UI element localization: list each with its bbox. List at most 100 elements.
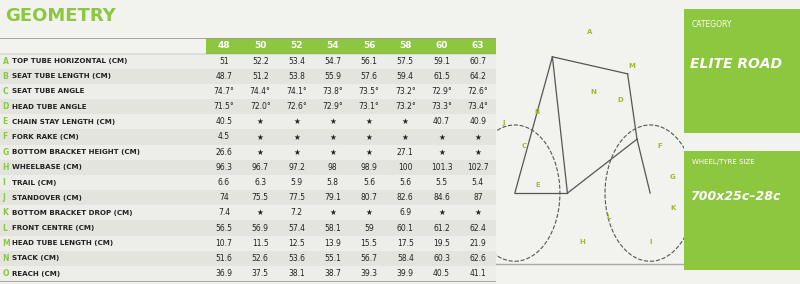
FancyBboxPatch shape (0, 190, 496, 205)
Text: CHAIN STAY LENGTH (CM): CHAIN STAY LENGTH (CM) (12, 119, 115, 125)
FancyBboxPatch shape (0, 114, 496, 130)
Text: 73.2°: 73.2° (395, 87, 416, 96)
Text: G: G (670, 174, 675, 180)
Text: 55.9: 55.9 (324, 72, 342, 81)
Text: 55.1: 55.1 (324, 254, 342, 263)
Text: 7.2: 7.2 (290, 208, 302, 217)
Text: D: D (2, 102, 9, 111)
Text: 5.5: 5.5 (435, 178, 448, 187)
Text: H: H (2, 163, 9, 172)
Text: ★: ★ (474, 208, 482, 217)
FancyBboxPatch shape (206, 38, 496, 53)
Text: FRONT CENTRE (CM): FRONT CENTRE (CM) (12, 225, 94, 231)
Text: I: I (649, 239, 651, 245)
Text: 5.6: 5.6 (363, 178, 375, 187)
Text: ★: ★ (293, 148, 300, 157)
Text: H: H (580, 239, 586, 245)
Text: J: J (502, 120, 505, 126)
Text: 72.6°: 72.6° (286, 102, 307, 111)
Text: TOP TUBE HORIZONTAL (CM): TOP TUBE HORIZONTAL (CM) (12, 58, 127, 64)
Text: ★: ★ (438, 148, 445, 157)
Text: 48.7: 48.7 (215, 72, 233, 81)
Text: 53.4: 53.4 (288, 57, 305, 66)
Text: ★: ★ (257, 148, 264, 157)
Text: ★: ★ (330, 132, 336, 141)
Text: 56.9: 56.9 (252, 224, 269, 233)
FancyBboxPatch shape (0, 205, 496, 220)
Text: 27.1: 27.1 (397, 148, 414, 157)
Text: B: B (2, 72, 8, 81)
Text: 59.1: 59.1 (433, 57, 450, 66)
Text: BOTTOM BRACKET HEIGHT (CM): BOTTOM BRACKET HEIGHT (CM) (12, 149, 140, 155)
Text: ★: ★ (293, 117, 300, 126)
Text: 52.6: 52.6 (252, 254, 269, 263)
Text: 48: 48 (218, 41, 230, 51)
Text: 73.1°: 73.1° (358, 102, 379, 111)
Text: 79.1: 79.1 (324, 193, 342, 202)
Text: 57.4: 57.4 (288, 224, 305, 233)
FancyBboxPatch shape (0, 145, 496, 160)
FancyBboxPatch shape (0, 251, 496, 266)
Text: 73.3°: 73.3° (431, 102, 452, 111)
Text: 51.2: 51.2 (252, 72, 269, 81)
Text: HEAD TUBE ANGLE: HEAD TUBE ANGLE (12, 104, 86, 110)
Text: 6.3: 6.3 (254, 178, 266, 187)
Text: STACK (CM): STACK (CM) (12, 255, 59, 261)
Text: ★: ★ (330, 208, 336, 217)
Text: F: F (2, 132, 8, 141)
FancyBboxPatch shape (0, 236, 496, 251)
Text: 39.9: 39.9 (397, 269, 414, 278)
Text: 56.7: 56.7 (361, 254, 378, 263)
Text: K: K (2, 208, 8, 217)
Text: ★: ★ (293, 132, 300, 141)
FancyBboxPatch shape (0, 69, 496, 84)
Text: ★: ★ (474, 148, 482, 157)
Text: 17.5: 17.5 (397, 239, 414, 248)
FancyBboxPatch shape (0, 266, 496, 281)
Text: ★: ★ (474, 132, 482, 141)
FancyBboxPatch shape (0, 160, 496, 175)
Text: 74.4°: 74.4° (250, 87, 270, 96)
Text: B: B (534, 108, 540, 115)
Text: 60.3: 60.3 (433, 254, 450, 263)
Text: I: I (2, 178, 6, 187)
Text: C: C (2, 87, 8, 96)
Text: F: F (657, 143, 662, 149)
Text: 19.5: 19.5 (433, 239, 450, 248)
Text: ★: ★ (402, 117, 409, 126)
FancyBboxPatch shape (0, 84, 496, 99)
Text: 5.9: 5.9 (290, 178, 302, 187)
Text: K: K (670, 205, 675, 211)
Text: 40.5: 40.5 (433, 269, 450, 278)
Text: 62.6: 62.6 (470, 254, 486, 263)
Text: N: N (591, 89, 597, 95)
Text: ★: ★ (402, 132, 409, 141)
Text: 5.4: 5.4 (472, 178, 484, 187)
Text: 56.5: 56.5 (215, 224, 233, 233)
Text: G: G (2, 148, 9, 157)
Text: 102.7: 102.7 (467, 163, 489, 172)
Text: 15.5: 15.5 (361, 239, 378, 248)
Text: 56: 56 (363, 41, 375, 51)
Text: CATEGORY: CATEGORY (692, 20, 733, 29)
Text: 41.1: 41.1 (470, 269, 486, 278)
FancyBboxPatch shape (684, 9, 800, 133)
Text: 72.9°: 72.9° (431, 87, 452, 96)
Text: SEAT TUBE LENGTH (CM): SEAT TUBE LENGTH (CM) (12, 73, 111, 79)
Text: 56.1: 56.1 (361, 57, 378, 66)
Text: E: E (2, 117, 8, 126)
Text: 72.0°: 72.0° (250, 102, 270, 111)
Text: 64.2: 64.2 (470, 72, 486, 81)
Text: 40.9: 40.9 (470, 117, 486, 126)
Text: C: C (522, 143, 526, 149)
Text: 38.1: 38.1 (288, 269, 305, 278)
Text: M: M (2, 239, 10, 248)
Text: 60.7: 60.7 (470, 57, 486, 66)
Text: TRAIL (CM): TRAIL (CM) (12, 179, 56, 185)
Text: SEAT TUBE ANGLE: SEAT TUBE ANGLE (12, 88, 84, 95)
Text: 38.7: 38.7 (324, 269, 342, 278)
Text: 73.5°: 73.5° (358, 87, 379, 96)
Text: 39.3: 39.3 (361, 269, 378, 278)
Text: 54.7: 54.7 (324, 57, 342, 66)
Text: 7.4: 7.4 (218, 208, 230, 217)
